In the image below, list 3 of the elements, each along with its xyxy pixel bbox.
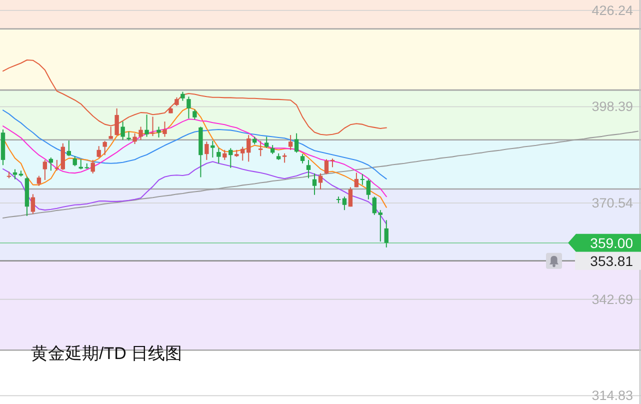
title: 黄金延期/TD 日线图 xyxy=(31,344,182,363)
ref-line-label: 359.00 xyxy=(590,234,634,251)
ref-line-label: 353.81 xyxy=(590,252,634,269)
